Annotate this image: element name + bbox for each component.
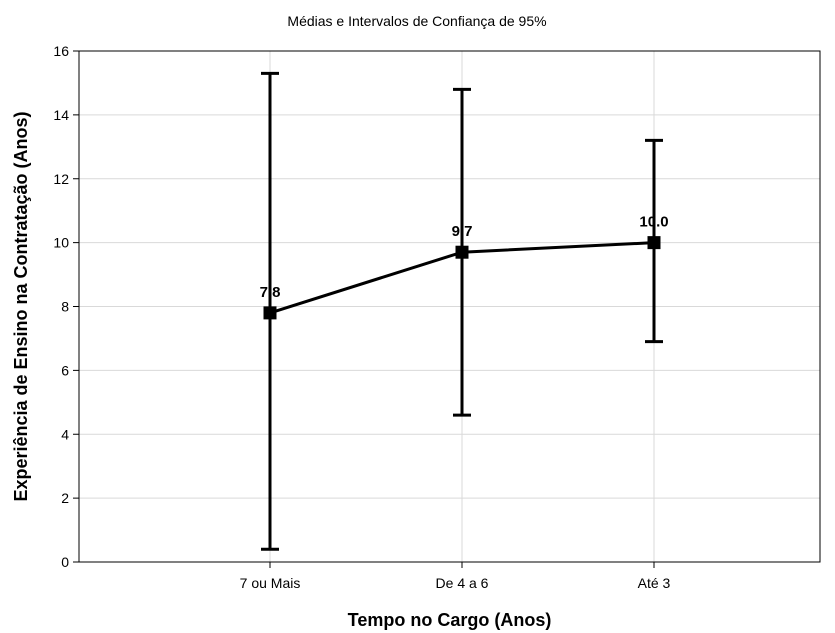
- mean-marker: [263, 306, 277, 320]
- gridlines: [79, 51, 820, 562]
- y-tick-label: 10: [53, 235, 69, 251]
- y-tick-label: 8: [61, 299, 69, 315]
- y-tick-label: 12: [53, 171, 69, 187]
- mean-marker: [455, 245, 469, 259]
- x-axis-title: Tempo no Cargo (Anos): [348, 610, 552, 630]
- mean-data-label: 9.7: [452, 223, 473, 240]
- mean-marker: [647, 236, 661, 250]
- y-tick-label: 6: [61, 362, 69, 378]
- y-tick-label: 0: [61, 554, 69, 570]
- mean-data-label: 10.0: [639, 214, 668, 231]
- x-tick-label: Até 3: [638, 575, 671, 591]
- mean-data-label: 7.8: [260, 284, 281, 301]
- y-axis-title: Experiência de Ensino na Contratação (An…: [11, 111, 31, 501]
- series-mean-line: 7.8 9.7 10.0: [260, 71, 669, 551]
- y-tick-label: 16: [53, 43, 69, 59]
- chart-title: Médias e Intervalos de Confiança de 95%: [287, 13, 546, 29]
- x-axis-ticks: 7 ou Mais De 4 a 6 Até 3: [240, 562, 671, 591]
- y-axis-ticks: 0 2 4 6 8 10 12 14 16: [53, 43, 79, 570]
- y-tick-label: 14: [53, 107, 69, 123]
- y-tick-label: 2: [61, 490, 69, 506]
- x-tick-label: 7 ou Mais: [240, 575, 301, 591]
- y-tick-label: 4: [61, 426, 69, 442]
- x-tick-label: De 4 a 6: [436, 575, 489, 591]
